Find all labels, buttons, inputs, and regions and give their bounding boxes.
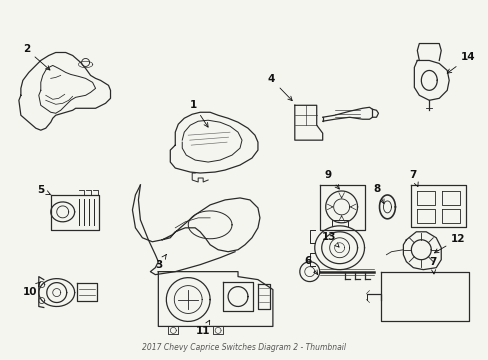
Text: 2017 Chevy Caprice Switches Diagram 2 - Thumbnail: 2017 Chevy Caprice Switches Diagram 2 - … xyxy=(142,343,346,352)
Text: 1: 1 xyxy=(190,100,208,127)
Text: 6: 6 xyxy=(304,256,317,275)
Text: 2: 2 xyxy=(23,45,50,70)
Text: 5: 5 xyxy=(37,185,50,195)
Text: 10: 10 xyxy=(23,282,41,297)
Text: 12: 12 xyxy=(433,234,465,253)
Text: 8: 8 xyxy=(373,184,383,203)
Text: 11: 11 xyxy=(196,320,210,336)
Text: 14: 14 xyxy=(447,53,475,73)
Text: 9: 9 xyxy=(324,170,339,189)
Text: 4: 4 xyxy=(267,75,292,101)
Text: 3: 3 xyxy=(155,255,166,270)
Text: 7: 7 xyxy=(428,257,436,274)
Text: 7: 7 xyxy=(408,170,417,186)
Text: 13: 13 xyxy=(321,232,338,247)
